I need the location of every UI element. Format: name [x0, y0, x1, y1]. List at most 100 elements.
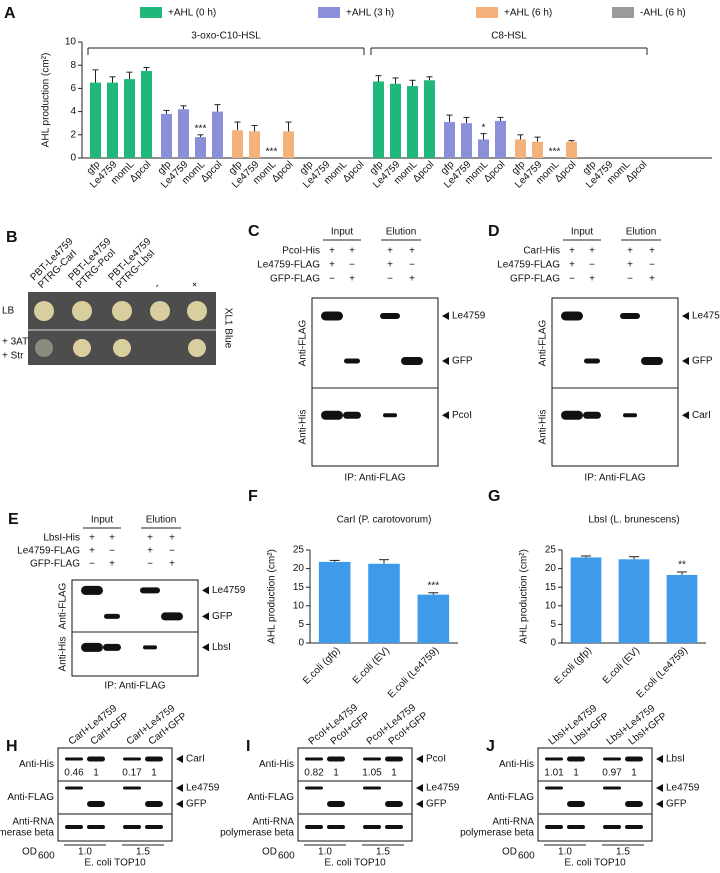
- y-tick-label: 0: [550, 638, 556, 649]
- condition-sign: +: [169, 559, 175, 570]
- band-label: Le4759: [692, 311, 720, 322]
- colony: [113, 339, 131, 357]
- bar: [618, 559, 650, 643]
- ratio: 1.05: [362, 768, 382, 779]
- blot-band: [145, 801, 163, 807]
- colony: [112, 301, 132, 321]
- blot-box: [57, 780, 173, 815]
- ratio: 1: [151, 768, 157, 779]
- y-tick-label: 0: [298, 638, 304, 649]
- strain-label: E. coli TOP10: [84, 858, 146, 868]
- antibody-label: Anti-RNA: [12, 817, 54, 828]
- arrow-marker: [176, 800, 183, 808]
- blot-band: [567, 825, 585, 829]
- column-header: Input: [571, 227, 593, 238]
- error-bar: [534, 136, 541, 142]
- y-tick-label: 25: [545, 545, 557, 556]
- antibody-label: Anti-FLAG: [247, 792, 294, 803]
- row-label: + 3AT: [2, 337, 28, 348]
- arrow-marker: [416, 784, 423, 792]
- blot-band: [81, 642, 103, 652]
- antibody-label: polymerase beta: [220, 828, 294, 839]
- legend-swatch: [140, 7, 162, 18]
- antibody-label: Anti-His: [499, 759, 534, 770]
- band-label: Le4759: [212, 585, 246, 596]
- condition-label: CarI-His: [523, 246, 560, 257]
- blot-band: [327, 756, 345, 762]
- error-bar: [234, 121, 241, 131]
- significance: **: [678, 560, 686, 571]
- blot-box: [297, 780, 413, 815]
- blot-band: [545, 757, 563, 761]
- bar: [390, 83, 401, 158]
- band-label: GFP: [666, 799, 687, 810]
- condition-sign: −: [147, 559, 153, 570]
- footer: IP: Anti-FLAG: [584, 473, 645, 484]
- ratio: 1.01: [544, 768, 564, 779]
- arrow-marker: [202, 643, 209, 652]
- y-axis-label: AHL production (cm²): [41, 53, 52, 148]
- error-bar: [375, 75, 382, 82]
- panel-label: G: [488, 488, 500, 505]
- blot-band: [603, 757, 621, 761]
- condition-sign: +: [109, 533, 115, 544]
- bar: [195, 137, 206, 158]
- column-header: Elution: [146, 515, 177, 526]
- error-bar: [480, 133, 487, 140]
- row-label: + Str: [2, 351, 24, 362]
- arrow-marker: [442, 312, 449, 320]
- column-header: Elution: [386, 227, 417, 238]
- arrow-marker: [442, 411, 449, 420]
- band-label: GFP: [186, 799, 207, 810]
- blot-box: [311, 297, 439, 467]
- condition-sign: +: [349, 246, 355, 257]
- band-label: CarI: [692, 410, 711, 421]
- blot-band: [65, 825, 83, 829]
- bar: [232, 130, 243, 158]
- arrow-marker: [656, 800, 663, 808]
- band-label: Le4759: [452, 311, 486, 322]
- condition-sign: +: [409, 274, 415, 285]
- band-label: LbsI: [212, 642, 231, 653]
- y-tick-label: 8: [70, 60, 76, 71]
- error-bar: [329, 559, 340, 562]
- chart-title: CarI (P. carotovorum): [337, 515, 432, 526]
- blot-band: [545, 825, 563, 829]
- error-bar: [426, 76, 433, 81]
- bar: [373, 81, 384, 158]
- bar: [515, 139, 526, 158]
- condition-sign: +: [329, 260, 335, 271]
- group-label: 3-oxo-C10-HSL: [191, 31, 261, 42]
- bar: [570, 557, 602, 643]
- bar: [141, 71, 152, 158]
- condition-label: Le4759-FLAG: [497, 260, 560, 271]
- colony: [72, 301, 92, 321]
- ratio: 0.17: [122, 768, 142, 779]
- antibody-label: Anti-His: [259, 759, 294, 770]
- blot-band: [567, 801, 585, 807]
- band-label: Le4759: [426, 783, 460, 794]
- y-tick-label: 5: [298, 619, 304, 630]
- error-bar: [446, 114, 453, 123]
- error-bar: [568, 140, 575, 142]
- od-value: 1.0: [318, 847, 332, 858]
- error-bar: [163, 109, 170, 114]
- od-value: 1.5: [616, 847, 630, 858]
- condition-sign: +: [329, 246, 335, 257]
- antibody-label: Anti-His: [19, 759, 54, 770]
- blot-band: [143, 645, 157, 650]
- strain-label: XL1 Blue: [222, 308, 233, 349]
- blot-band: [123, 757, 141, 761]
- blot-box: [71, 579, 199, 677]
- arrow-marker: [202, 586, 209, 595]
- error-bar: [581, 555, 591, 558]
- error-bar: [109, 76, 116, 83]
- y-tick-label: 20: [545, 563, 557, 574]
- row-label: LB: [2, 306, 15, 317]
- blot-band: [385, 801, 403, 807]
- error-bar: [126, 71, 133, 80]
- x-tick-label: E.coli (gfp): [552, 645, 594, 687]
- blot-band: [623, 413, 637, 418]
- significance: ***: [195, 123, 207, 134]
- blot-band: [321, 311, 343, 321]
